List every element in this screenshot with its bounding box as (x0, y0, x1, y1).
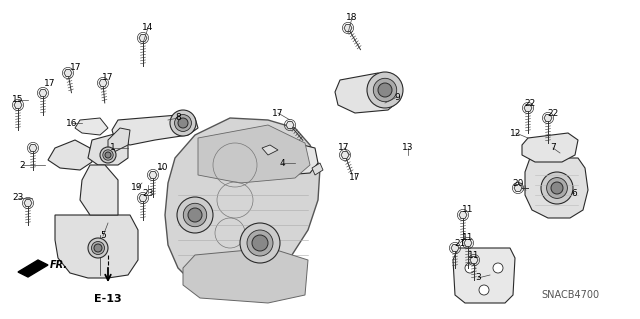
Text: 19: 19 (131, 183, 143, 192)
Text: 14: 14 (142, 24, 154, 33)
Circle shape (88, 238, 108, 258)
Circle shape (100, 147, 116, 163)
Polygon shape (525, 158, 588, 218)
Polygon shape (18, 260, 48, 277)
Polygon shape (514, 184, 522, 191)
Text: 7: 7 (550, 144, 556, 152)
Polygon shape (459, 211, 467, 219)
Polygon shape (522, 133, 578, 162)
Text: 1: 1 (110, 144, 116, 152)
Text: 17: 17 (339, 144, 349, 152)
Polygon shape (183, 248, 308, 303)
Text: 22: 22 (547, 108, 559, 117)
Text: 5: 5 (100, 232, 106, 241)
Polygon shape (262, 145, 278, 155)
Polygon shape (453, 248, 515, 303)
Polygon shape (139, 195, 147, 202)
Text: 21: 21 (454, 239, 466, 248)
Polygon shape (99, 79, 107, 86)
Text: 11: 11 (468, 250, 480, 259)
Polygon shape (139, 34, 147, 41)
Circle shape (465, 263, 475, 273)
Polygon shape (335, 73, 400, 113)
Circle shape (373, 78, 397, 102)
Polygon shape (108, 128, 130, 155)
Polygon shape (48, 140, 92, 170)
Text: 10: 10 (157, 164, 169, 173)
Text: SNACB4700: SNACB4700 (541, 290, 599, 300)
Circle shape (177, 197, 213, 233)
Circle shape (367, 72, 403, 108)
Circle shape (188, 208, 202, 222)
Polygon shape (24, 200, 32, 206)
Circle shape (94, 244, 102, 252)
Polygon shape (14, 101, 22, 108)
Polygon shape (470, 256, 478, 263)
Text: 6: 6 (571, 189, 577, 197)
Polygon shape (344, 25, 352, 32)
Circle shape (105, 152, 111, 158)
Text: 4: 4 (279, 159, 285, 167)
Circle shape (175, 115, 191, 131)
Text: 23: 23 (12, 194, 24, 203)
Polygon shape (39, 90, 47, 96)
Circle shape (178, 118, 188, 128)
Text: 20: 20 (512, 179, 524, 188)
Circle shape (541, 172, 573, 204)
Circle shape (240, 223, 280, 263)
Text: 18: 18 (346, 13, 358, 23)
Text: 22: 22 (524, 99, 536, 108)
Polygon shape (64, 70, 72, 77)
Polygon shape (80, 165, 118, 215)
Circle shape (92, 241, 104, 255)
Polygon shape (149, 172, 157, 178)
Text: 8: 8 (175, 114, 181, 122)
Polygon shape (524, 105, 532, 111)
Text: 2: 2 (19, 160, 25, 169)
Text: 12: 12 (510, 129, 522, 137)
Text: 17: 17 (44, 78, 56, 87)
Circle shape (252, 235, 268, 251)
Polygon shape (165, 118, 320, 293)
Text: 23: 23 (142, 189, 154, 197)
Circle shape (183, 203, 207, 227)
Circle shape (551, 182, 563, 194)
Polygon shape (341, 152, 349, 159)
Circle shape (103, 150, 113, 160)
Circle shape (547, 178, 568, 198)
Text: 11: 11 (462, 205, 474, 214)
Text: E-13: E-13 (94, 294, 122, 304)
Text: 17: 17 (102, 73, 114, 83)
Circle shape (378, 83, 392, 97)
Polygon shape (312, 163, 323, 175)
Polygon shape (464, 240, 472, 247)
Polygon shape (265, 143, 318, 175)
Polygon shape (55, 215, 138, 278)
Polygon shape (112, 115, 198, 145)
Circle shape (247, 230, 273, 256)
Text: 17: 17 (349, 174, 361, 182)
Circle shape (479, 285, 489, 295)
Polygon shape (88, 133, 128, 165)
Text: 17: 17 (70, 63, 82, 72)
Polygon shape (286, 122, 294, 129)
Text: 15: 15 (12, 95, 24, 105)
Text: 3: 3 (475, 273, 481, 283)
Text: FR.: FR. (50, 260, 68, 270)
Circle shape (493, 263, 503, 273)
Polygon shape (451, 245, 459, 251)
Text: 17: 17 (272, 108, 284, 117)
Polygon shape (29, 145, 37, 152)
Text: 11: 11 (462, 234, 474, 242)
Polygon shape (544, 115, 552, 122)
Polygon shape (198, 125, 310, 183)
Polygon shape (75, 118, 108, 135)
Circle shape (170, 110, 196, 136)
Text: 13: 13 (403, 144, 413, 152)
Text: 9: 9 (394, 93, 400, 101)
Text: 16: 16 (67, 118, 77, 128)
